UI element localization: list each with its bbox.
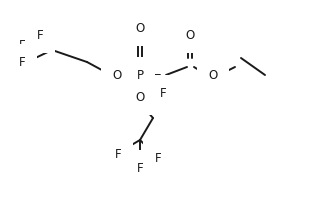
Text: F: F [37,29,43,42]
Text: O: O [135,90,145,104]
Text: P: P [137,69,143,82]
Text: O: O [135,22,145,34]
Text: F: F [137,162,143,174]
Text: F: F [19,38,25,51]
Text: O: O [185,29,195,42]
Text: F: F [115,148,121,162]
Text: O: O [208,69,218,82]
Text: F: F [155,151,161,165]
Text: O: O [112,69,122,82]
Text: F: F [19,55,25,69]
Text: F: F [160,87,166,100]
